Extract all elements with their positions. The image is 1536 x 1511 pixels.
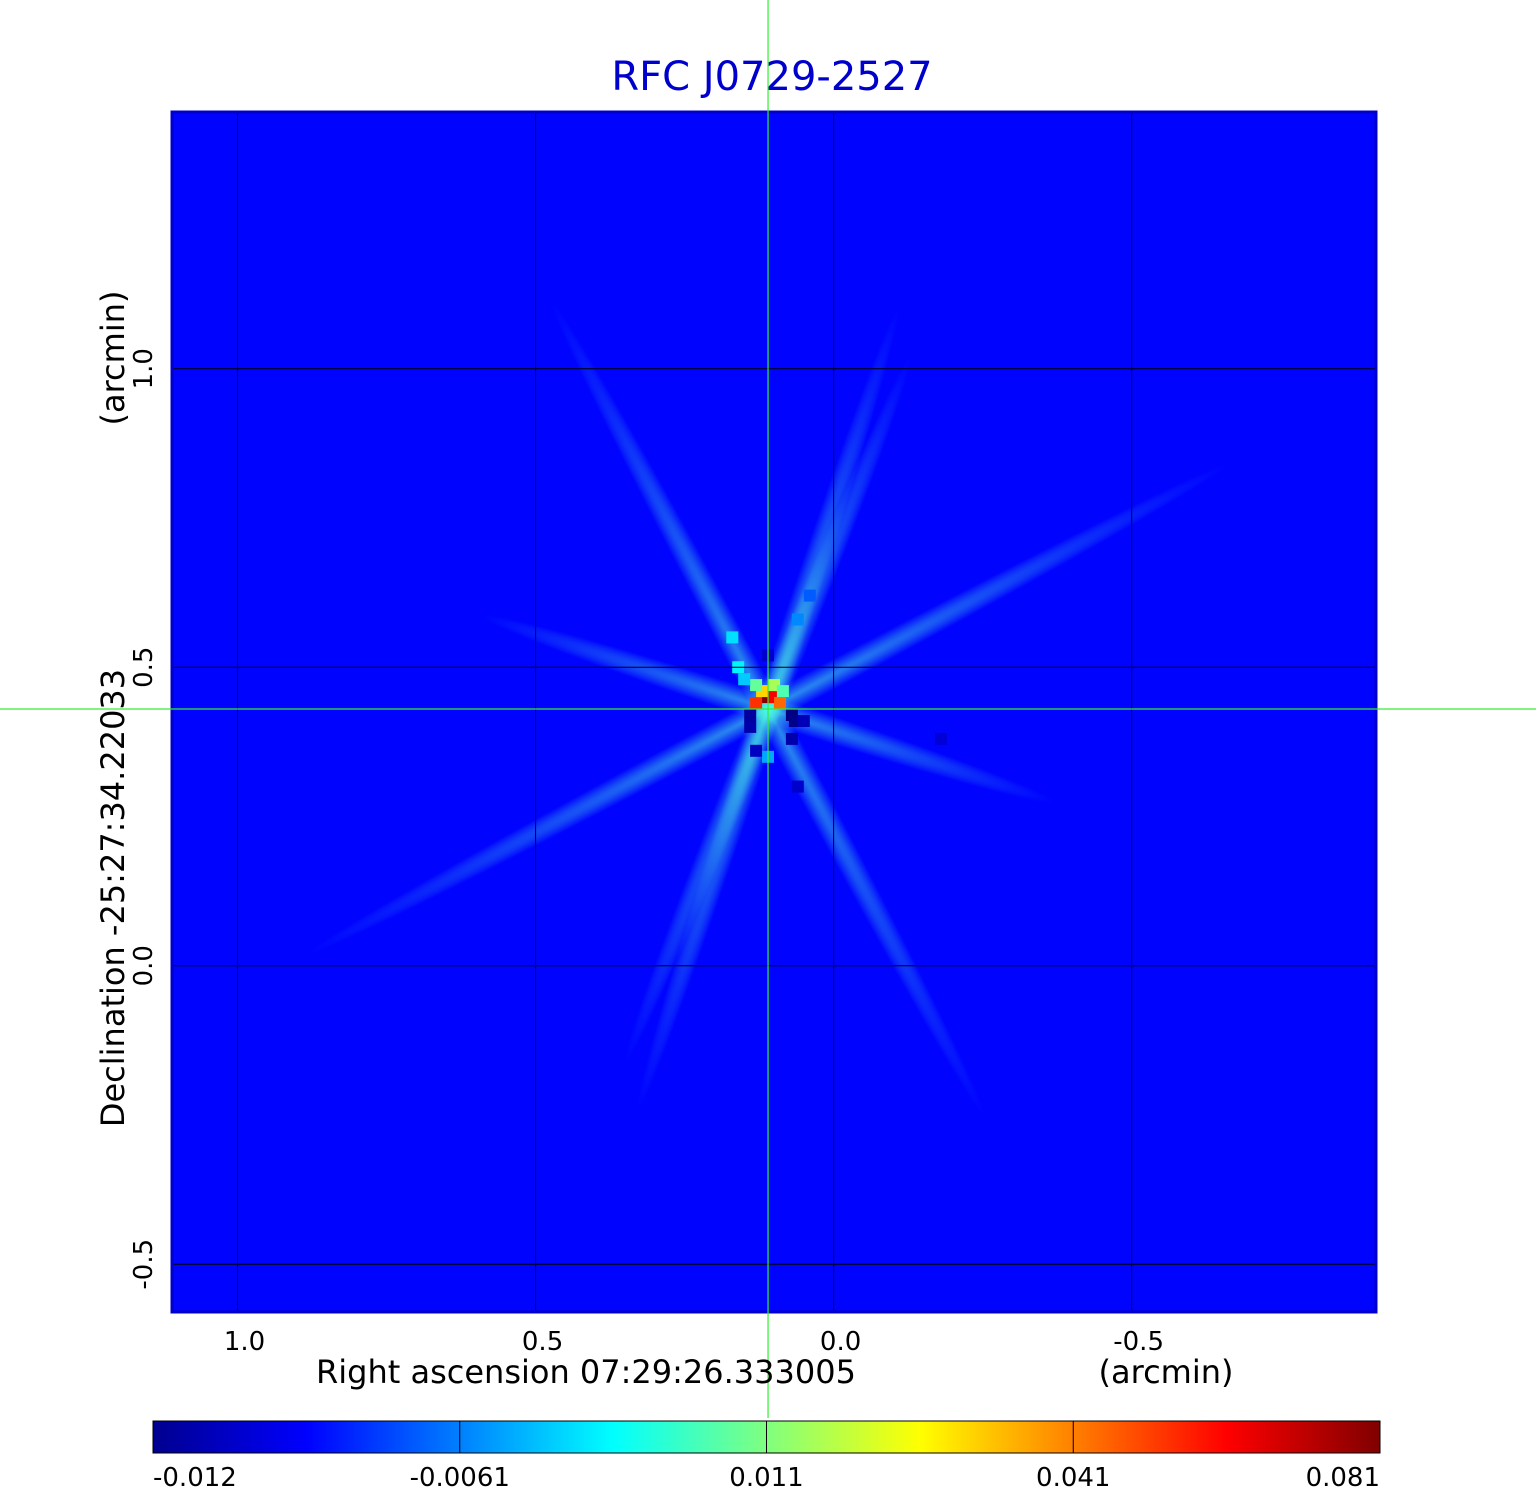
colorbar-tick-label-2: -0.0061	[410, 1463, 510, 1493]
colorbar-tick-label-4: 0.041	[1036, 1463, 1110, 1493]
coordinate-grid	[172, 112, 1376, 1312]
x-axis-unit: (arcmin)	[1099, 1353, 1234, 1391]
source-pixels	[726, 589, 947, 793]
chart-title: RFC J0729-2527	[611, 54, 932, 100]
source-pixel-8	[776, 685, 789, 698]
y-tick-label-2: 0.5	[129, 647, 159, 688]
source-pixel-20	[797, 715, 810, 727]
source-pixel-10	[726, 631, 739, 644]
plot-frame	[170, 110, 1378, 1314]
colorbar-tick-label-3: 0.011	[729, 1463, 803, 1493]
y-tick-labels: 1.0 0.5 0.0 -0.5	[129, 348, 159, 1290]
source-pixel-21	[750, 744, 763, 757]
x-tick-label-4: -0.5	[1113, 1327, 1164, 1357]
source-pixel-22	[791, 780, 804, 793]
x-tick-label-2: 0.5	[522, 1327, 563, 1357]
source-pixel-12	[791, 613, 804, 626]
colorbar-ticks: -0.012 -0.0061 0.011 0.041 0.081	[152, 1421, 1381, 1493]
source-pixel-7	[750, 679, 763, 692]
x-tick-label-3: 0.0	[820, 1327, 861, 1357]
y-tick-label-4: -0.5	[129, 1239, 159, 1290]
source-pixel-3	[750, 697, 763, 709]
colorbar-tick-label-1: -0.012	[153, 1463, 237, 1493]
source-pixel-19	[785, 732, 798, 745]
source-pixel-18	[744, 720, 757, 733]
source-pixel-4	[774, 697, 786, 709]
source-pixel-24	[934, 732, 947, 745]
x-axis-label: Right ascension 07:29:26.333005	[316, 1353, 856, 1391]
source-pixel-17	[744, 709, 757, 721]
y-axis-label: Declination -25:27:34.22033	[94, 669, 132, 1127]
crosshair	[0, 0, 1536, 1418]
y-tick-label-3: 0.0	[129, 945, 159, 986]
x-tick-label-1: 1.0	[224, 1327, 265, 1357]
y-axis-unit: (arcmin)	[94, 291, 132, 426]
source-pixel-11	[738, 673, 751, 686]
colorbar-tick-label-5: 0.081	[1306, 1463, 1380, 1493]
source-pixel-14	[803, 589, 816, 602]
x-tick-labels: 1.0 0.5 0.0 -0.5	[224, 1327, 1164, 1357]
y-tick-label-1: 1.0	[129, 348, 159, 389]
